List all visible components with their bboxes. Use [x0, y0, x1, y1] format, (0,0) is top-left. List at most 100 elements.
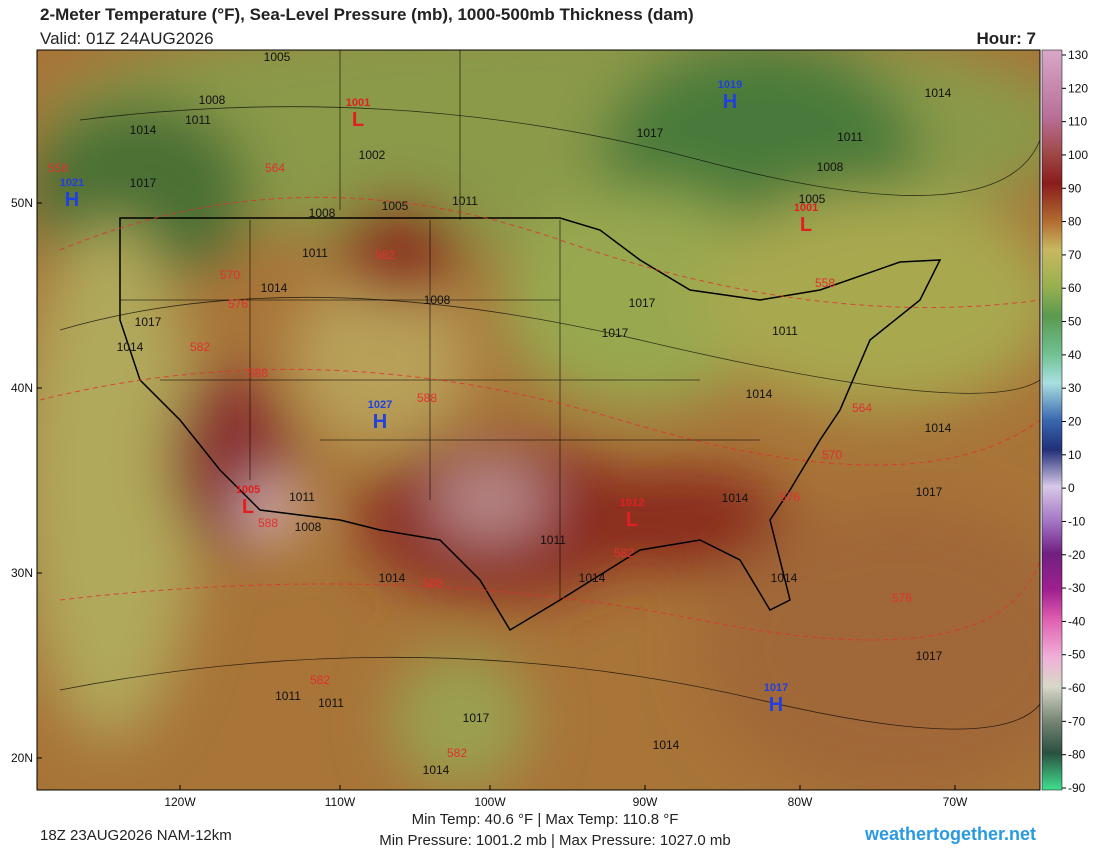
high-center-value: 1027	[368, 399, 392, 411]
temp-range: Min Temp: 40.6 °F | Max Temp: 110.8 °F	[412, 811, 679, 828]
forecast-hour: Hour: 7	[977, 29, 1037, 48]
isobar-label: 1017	[602, 326, 629, 340]
isobar-label: 1014	[722, 491, 749, 505]
thickness-label: 582	[614, 546, 634, 560]
isobar-label: 1011	[540, 533, 566, 547]
colorbar-label: 120	[1068, 81, 1088, 95]
colorbar-label: -30	[1068, 581, 1086, 595]
colorbar-label: 60	[1068, 281, 1082, 295]
isobar-label: 1017	[135, 315, 162, 329]
colorbar-label: 0	[1068, 481, 1075, 495]
isobar-label: 1014	[746, 387, 773, 401]
thickness-label: 588	[423, 576, 443, 590]
isobar-label: 1017	[463, 711, 490, 725]
colorbar-label: 110	[1068, 115, 1087, 129]
thickness-label: 576	[780, 490, 800, 504]
isobar-label: 1008	[817, 160, 844, 174]
low-center-letter: L	[242, 496, 254, 518]
thickness-label: 558	[815, 276, 835, 290]
isobar-label: 1017	[637, 126, 664, 140]
isobar-label: 1011	[289, 490, 315, 504]
isobar-label: 1017	[916, 649, 943, 663]
isobar-label: 1011	[772, 324, 798, 338]
title: 2-Meter Temperature (°F), Sea-Level Pres…	[40, 5, 694, 24]
isobar-label: 1014	[379, 571, 406, 585]
thickness-label: 582	[375, 248, 395, 262]
thickness-label: 582	[310, 673, 330, 687]
isobar-label: 1014	[653, 738, 680, 752]
lat-label: 20N	[11, 751, 33, 765]
colorbar-label: -20	[1068, 548, 1086, 562]
thickness-label: 582	[190, 340, 210, 354]
isobar-label: 1014	[130, 123, 157, 137]
isobar-label: 1011	[302, 246, 328, 260]
low-center-letter: L	[352, 109, 364, 131]
isobar-label: 1008	[295, 520, 322, 534]
isobar-label: 1002	[359, 148, 386, 162]
isobar-label: 1014	[423, 763, 450, 777]
thickness-label: 588	[258, 516, 278, 530]
thickness-label: 582	[447, 746, 467, 760]
isobar-label: 1011	[275, 689, 301, 703]
thickness-label: 570	[220, 268, 240, 282]
lon-label: 100W	[474, 795, 506, 809]
site-credit: weathertogether.net	[864, 824, 1036, 844]
thickness-label: 570	[822, 448, 842, 462]
colorbar-label: 30	[1068, 381, 1082, 395]
isobar-label: 1005	[799, 192, 826, 206]
lon-label: 120W	[164, 795, 196, 809]
isobar-label: 1005	[264, 50, 291, 64]
thickness-label: 558	[48, 161, 68, 175]
isobar-label: 1011	[185, 113, 211, 127]
lon-label: 110W	[325, 795, 356, 809]
thickness-label: 576	[228, 297, 248, 311]
thickness-label: 564	[265, 161, 285, 175]
lat-label: 50N	[11, 196, 33, 210]
pressure-range: Min Pressure: 1001.2 mb | Max Pressure: …	[379, 832, 731, 849]
colorbar-label: -80	[1068, 748, 1086, 762]
lon-label: 80W	[788, 795, 813, 809]
isobar-label: 1008	[309, 206, 336, 220]
isobar-label: 1011	[837, 130, 863, 144]
colorbar-label: -60	[1068, 681, 1086, 695]
model-run: 18Z 23AUG2026 NAM-12km	[40, 827, 232, 844]
isobar-label: 1014	[117, 340, 144, 354]
colorbar-label: -40	[1068, 614, 1086, 628]
isobar-label: 1014	[771, 571, 798, 585]
thickness-label: 576	[892, 591, 912, 605]
thickness-label: 588	[417, 391, 437, 405]
high-center-letter: H	[723, 91, 737, 113]
isobar-label: 1008	[199, 93, 226, 107]
map-field	[37, 50, 1040, 790]
low-center-letter: L	[800, 214, 812, 236]
lat-label: 40N	[11, 381, 33, 395]
colorbar-label: -10	[1068, 514, 1086, 528]
valid-time: Valid: 01Z 24AUG2026	[40, 29, 214, 48]
colorbar-label: 40	[1068, 348, 1082, 362]
thickness-label: 588	[248, 366, 268, 380]
high-center-value: 1021	[60, 177, 84, 189]
high-center-value: 1017	[764, 682, 788, 694]
lon-label: 70W	[943, 795, 968, 809]
low-center-value: 1001	[794, 202, 818, 214]
low-center-letter: L	[626, 509, 638, 531]
high-center-letter: H	[373, 411, 387, 433]
colorbar-label: 50	[1068, 315, 1082, 329]
low-center-value: 1012	[620, 497, 644, 509]
isobar-label: 1017	[916, 485, 943, 499]
low-center-value: 1005	[236, 484, 260, 496]
isobar-label: 1014	[261, 281, 288, 295]
high-center-letter: H	[769, 694, 783, 716]
map-frame	[36, 49, 1041, 791]
isobar-label: 1011	[318, 696, 344, 710]
colorbar-label: 70	[1068, 248, 1082, 262]
high-center-letter: H	[65, 189, 79, 211]
colorbar-label: 80	[1068, 215, 1082, 229]
colorbar-label: 90	[1068, 181, 1082, 195]
colorbar-label: 10	[1068, 448, 1082, 462]
lat-label: 30N	[11, 566, 33, 580]
lon-label: 90W	[633, 795, 658, 809]
isobar-label: 1008	[424, 293, 451, 307]
colorbar-label: -90	[1068, 781, 1086, 795]
